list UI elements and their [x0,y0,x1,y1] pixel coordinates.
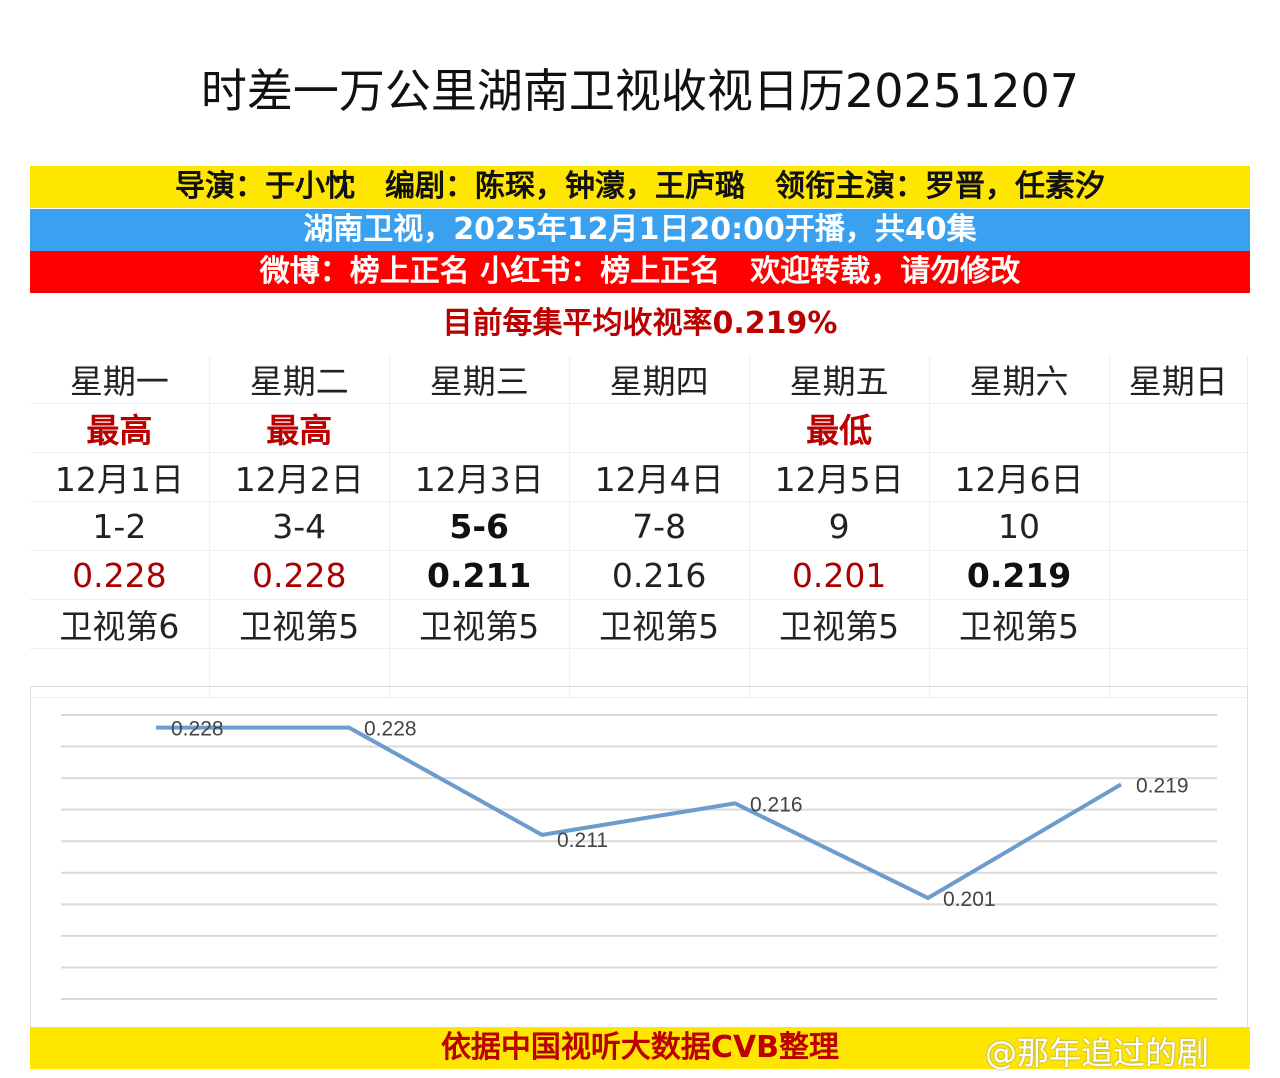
rank-cell [1109,599,1249,649]
empty-cell [569,648,750,698]
rating-cell: 0.228 [30,550,210,600]
episode-cell: 3-4 [209,501,390,551]
mark-cell [569,403,750,453]
episode-cell: 1-2 [30,501,210,551]
mark-cell [1109,403,1249,453]
rank-cell: 卫视第5 [929,599,1110,649]
date-cell: 12月3日 [389,452,570,502]
data-label: 0.201 [943,888,996,911]
rank-cell: 卫视第5 [389,599,570,649]
rank-cell: 卫视第6 [30,599,210,649]
empty-cell [929,648,1110,698]
date-cell: 12月5日 [749,452,930,502]
data-label: 0.219 [1136,774,1189,797]
day-cell: 星期六 [929,355,1110,404]
empty-cell [749,648,930,698]
rating-calendar: 星期一 星期二 星期三 星期四 星期五 星期六 星期日 最高 最高 最低 12月1日 12月2日 12月… [30,355,1249,698]
watermark: @那年追过的剧 [985,1034,1210,1072]
day-cell: 星期三 [389,355,570,404]
day-cell: 星期日 [1109,355,1249,404]
mark-cell: 最低 [749,403,930,453]
rank-cell: 卫视第5 [749,599,930,649]
footer-note: 依据中国视听大数据CVB整理 [30,1027,1250,1069]
rating-line-chart: 0.228 0.228 0.211 0.216 0.201 0.219 [30,686,1248,1028]
rating-cell: 0.216 [569,550,750,600]
average-rating: 目前每集平均收视率0.219% [442,306,838,341]
empty-cell [30,648,210,698]
day-cell: 星期二 [209,355,390,404]
mark-cell: 最高 [209,403,390,453]
mark-cell [929,403,1110,453]
empty-cell [209,648,390,698]
rank-cell: 卫视第5 [209,599,390,649]
day-cell: 星期一 [30,355,210,404]
episode-cell: 7-8 [569,501,750,551]
day-cell: 星期四 [569,355,750,404]
source-band: 微博：榜上正名 小红书：榜上正名 欢迎转载，请勿修改 [30,251,1250,293]
series-line [156,725,1123,901]
rating-cell: 0.201 [749,550,930,600]
date-cell: 12月2日 [209,452,390,502]
data-label: 0.216 [750,793,803,816]
data-label: 0.228 [364,718,417,741]
broadcast-band: 湖南卫视，2025年12月1日20:00开播，共40集 [30,209,1250,251]
data-label: 0.228 [171,718,224,741]
episode-cell: 9 [749,501,930,551]
date-cell: 12月4日 [569,452,750,502]
rating-cell: 0.228 [209,550,390,600]
data-label: 0.211 [557,829,608,852]
day-cell: 星期五 [749,355,930,404]
episode-cell [1109,501,1249,551]
episode-cell: 10 [929,501,1110,551]
date-cell: 12月1日 [30,452,210,502]
empty-cell [1109,648,1249,698]
episode-cell: 5-6 [389,501,570,551]
page-title: 时差一万公里湖南卫视收视日历20251207 [200,64,1080,118]
empty-cell [389,648,570,698]
rating-cell: 0.211 [389,550,570,600]
mark-cell: 最高 [30,403,210,453]
mark-cell [389,403,570,453]
rating-cell [1109,550,1249,600]
rating-cell: 0.219 [929,550,1110,600]
date-cell [1109,452,1249,502]
rank-cell: 卫视第5 [569,599,750,649]
credits-band: 导演：于小忱 编剧：陈琛，钟濛，王庐璐 领衔主演：罗晋，任素汐 [30,166,1250,208]
date-cell: 12月6日 [929,452,1110,502]
